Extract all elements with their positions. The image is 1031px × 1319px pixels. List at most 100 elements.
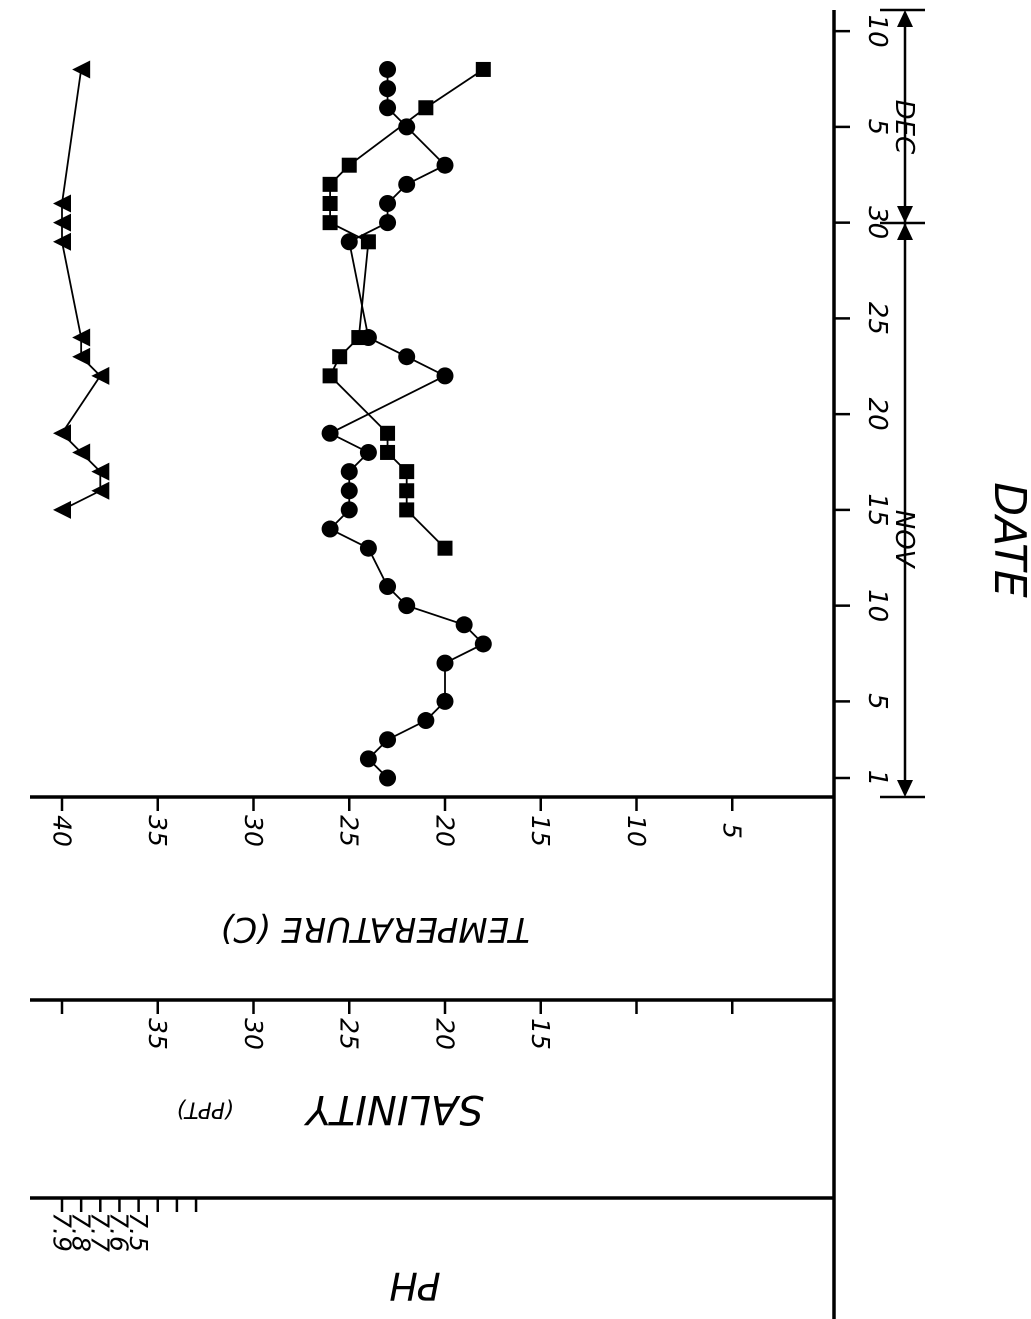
temperature-point-21 — [379, 214, 397, 232]
salinity-point-12 — [322, 176, 338, 192]
temperature-point-4 — [436, 692, 454, 710]
salinity-point-7 — [332, 349, 348, 365]
ph-series-line — [60, 69, 102, 511]
salinity-point-8 — [351, 330, 367, 346]
salinity-tick-label-2: 30 — [239, 1018, 268, 1050]
series-layer — [53, 60, 492, 787]
ph-tick-label-0: 7.9 — [47, 1212, 76, 1252]
temperature-point-6 — [474, 635, 492, 653]
date-tick-label-5: 5 — [862, 693, 892, 710]
salinity-series-line — [329, 68, 484, 549]
temperature-tick-label-6: 10 — [622, 815, 651, 847]
temperature-point-7 — [455, 616, 473, 634]
salinity-point-0 — [437, 540, 453, 556]
ph-point-7 — [72, 328, 91, 347]
date-arrow-end — [897, 10, 913, 27]
temperature-point-16 — [321, 424, 339, 442]
temperature-point-15 — [359, 443, 377, 461]
ph-point-6 — [72, 347, 91, 366]
salinity-tick-label-1: 35 — [143, 1018, 172, 1050]
temperature-point-18 — [398, 348, 416, 366]
temperature-point-17 — [436, 367, 454, 385]
temperature-point-12 — [340, 501, 358, 519]
temperature-point-5 — [436, 654, 454, 672]
temperature-tick-label-2: 30 — [239, 815, 268, 847]
temperature-point-24 — [436, 156, 454, 174]
salinity-point-15 — [475, 61, 491, 77]
temperature-tick-label-4: 20 — [430, 815, 459, 847]
date-arrow-dec-start — [897, 206, 913, 223]
ph-tick-label-1: 7.8 — [66, 1212, 95, 1252]
temperature-point-2 — [379, 731, 397, 749]
value-ticks: 40 35 30 25 20 15 10 5 35 30 25 20 15 7.97.87.77.67.5 — [47, 797, 747, 1252]
salinity-tick-label-5: 15 — [526, 1018, 555, 1050]
ph-point-2 — [91, 462, 110, 481]
ph-point-10 — [53, 194, 71, 213]
ph-tick-label-2: 7.7 — [86, 1212, 115, 1252]
salinity-point-4 — [380, 444, 396, 460]
date-tick-label-20: 20 — [862, 398, 892, 431]
ph-point-5 — [91, 366, 110, 385]
ph-point-4 — [53, 424, 71, 443]
temperature-point-8 — [398, 597, 416, 615]
x-axis-title: DATE — [984, 482, 1031, 598]
date-tick-label-35: 5 — [862, 119, 892, 136]
salinity-point-11 — [322, 196, 338, 211]
ph-point-3 — [72, 443, 91, 462]
ph-point-11 — [72, 60, 91, 79]
salinity-point-3 — [399, 464, 415, 480]
temperature-tick-label-1: 35 — [143, 815, 172, 847]
temperature-axis-title: TEMPERATURE (C) — [220, 909, 530, 949]
temperature-tick-label-0: 40 — [47, 815, 76, 847]
date-axis: NOV DEC — [880, 8, 925, 799]
salinity-axis-unit: (PPT) — [176, 1096, 233, 1121]
date-tick-label-15: 15 — [862, 493, 892, 526]
temperature-tick-label-3: 25 — [335, 815, 364, 847]
salinity-point-9 — [360, 234, 376, 250]
temperature-point-11 — [321, 520, 339, 538]
date-tick-label-10: 10 — [862, 589, 892, 622]
temperature-point-0 — [379, 769, 397, 787]
month-label-nov: NOV — [889, 510, 919, 570]
temperature-point-14 — [340, 463, 358, 481]
temperature-point-1 — [359, 750, 377, 768]
date-tick-label-40: 10 — [862, 15, 892, 48]
temperature-point-25 — [398, 118, 416, 136]
temperature-point-3 — [417, 712, 435, 730]
salinity-point-2 — [399, 483, 415, 499]
temperature-point-23 — [398, 175, 416, 193]
ph-axis-title: PH — [389, 1264, 441, 1308]
temperature-point-22 — [379, 195, 397, 212]
temperature-tick-label-5: 15 — [526, 815, 555, 847]
ph-tick-label-3: 7.6 — [105, 1212, 134, 1252]
salinity-tick-label-4: 20 — [430, 1018, 459, 1050]
salinity-point-13 — [341, 157, 357, 173]
date-arrow-start — [897, 780, 913, 797]
temperature-tick-label-7: 5 — [718, 823, 747, 839]
month-label-dec: DEC — [889, 100, 919, 155]
date-tick-label-25: 25 — [862, 302, 892, 335]
temperature-point-9 — [379, 578, 397, 595]
ph-point-0 — [53, 500, 71, 519]
salinity-axis-title: SALINITY — [303, 1086, 484, 1132]
salinity-point-10 — [322, 215, 338, 231]
ph-tick-label-4: 7.5 — [124, 1212, 153, 1252]
date-arrow-nov-end — [897, 223, 913, 240]
temperature-series-line — [328, 69, 485, 779]
salinity-point-6 — [322, 368, 338, 384]
temperature-point-13 — [340, 482, 358, 500]
temperature-point-27 — [379, 80, 397, 98]
salinity-tick-label-3: 25 — [335, 1018, 364, 1050]
ph-point-8 — [53, 232, 71, 251]
date-tick-label-30: 30 — [862, 206, 892, 239]
temperature-point-20 — [340, 233, 358, 251]
salinity-point-5 — [380, 425, 396, 441]
temperature-point-26 — [379, 99, 397, 117]
date-tick-label-1: 1 — [862, 770, 892, 787]
ph-point-9 — [53, 213, 71, 232]
salinity-point-1 — [399, 502, 415, 518]
temperature-point-10 — [359, 539, 377, 557]
ph-point-1 — [91, 481, 110, 500]
